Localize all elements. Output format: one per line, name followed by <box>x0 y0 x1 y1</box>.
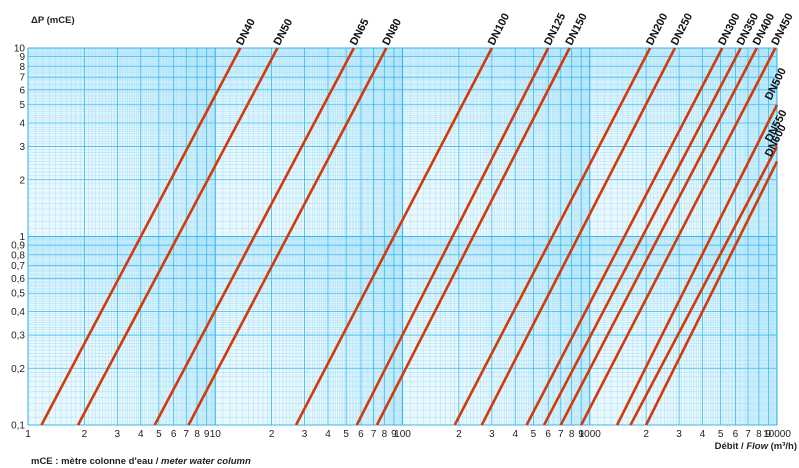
series-line-dn80 <box>187 47 388 426</box>
x-tick-label: 10000 <box>763 429 791 440</box>
series-label-dn250: DN250 <box>669 11 695 47</box>
series-label-dn40: DN40 <box>234 17 258 47</box>
y-tick-label: 5 <box>19 100 25 111</box>
y-axis-label: ΔP (mCE) <box>31 15 75 26</box>
y-tick-label: 9 <box>19 52 25 63</box>
series-line-dn350 <box>542 47 742 426</box>
series-label-dn65: DN65 <box>348 17 372 47</box>
x-tick-label: 7 <box>745 429 751 440</box>
x-tick-label: 6 <box>358 429 364 440</box>
x-tick-label: 5 <box>531 429 537 440</box>
series-line-dn150 <box>375 47 571 426</box>
series-line-dn125 <box>355 47 550 426</box>
x-tick-label: 6 <box>733 429 739 440</box>
x-tick-label: 8 <box>382 429 388 440</box>
series-line-dn600 <box>644 160 779 426</box>
x-tick-label: 2 <box>456 429 462 440</box>
x-tick-label: 9 <box>766 429 772 440</box>
y-tick-label: 4 <box>19 119 25 130</box>
series-label-dn80: DN80 <box>380 17 404 47</box>
x-tick-label: 9 <box>578 429 584 440</box>
series-line-dn450 <box>580 47 777 426</box>
x-tick-label: 4 <box>325 429 331 440</box>
x-tick-label: 3 <box>676 429 682 440</box>
y-tick-label: 0,2 <box>11 364 25 375</box>
x-tick-label: 8 <box>569 429 575 440</box>
x-tick-label: 7 <box>183 429 189 440</box>
x-tick-label: 1000 <box>579 429 602 440</box>
series-line-dn200 <box>453 47 652 426</box>
y-tick-label: 8 <box>19 62 25 73</box>
x-tick-label: 3 <box>115 429 121 440</box>
unit-footnote-prefix: mCE : mètre colonne d'eau / <box>31 456 161 467</box>
y-tick-label: 0,5 <box>11 289 25 300</box>
x-tick-label: 2 <box>269 429 275 440</box>
x-tick-label: 4 <box>700 429 706 440</box>
x-tick-label: 6 <box>545 429 551 440</box>
series-line-dn65 <box>153 47 356 426</box>
series-line-dn100 <box>294 47 493 426</box>
y-tick-label: 0,6 <box>11 274 25 285</box>
unit-footnote-italic: meter water column <box>161 456 251 467</box>
x-tick-label: 6 <box>171 429 177 440</box>
x-tick-label: 3 <box>302 429 308 440</box>
x-tick-label: 5 <box>718 429 724 440</box>
x-axis-label-unit: (m³/h) <box>768 441 797 452</box>
y-tick-label: 0,7 <box>11 261 25 272</box>
major-grid <box>27 47 778 426</box>
series-label-dn200: DN200 <box>644 11 670 47</box>
x-tick-label: 4 <box>138 429 144 440</box>
x-axis-label-prefix: Débit / <box>715 441 747 452</box>
y-tick-label: 0,4 <box>11 307 25 318</box>
y-tick-label: 7 <box>19 73 25 84</box>
x-axis-label-italic: Flow <box>746 441 768 452</box>
y-tick-label: 3 <box>19 142 25 153</box>
y-tick-label: 10 <box>14 44 26 55</box>
x-axis-label: Débit / Flow (m³/h) <box>715 441 797 452</box>
x-tick-label: 10 <box>210 429 222 440</box>
x-tick-label: 7 <box>558 429 564 440</box>
x-tick-label: 2 <box>82 429 88 440</box>
x-tick-label: 5 <box>343 429 349 440</box>
series-line-dn50 <box>76 47 279 426</box>
y-tick-label: 0,8 <box>11 250 25 261</box>
y-tick-label: 1 <box>19 232 25 243</box>
series-label-dn50: DN50 <box>272 17 296 47</box>
series-line-dn550 <box>629 145 779 426</box>
series-line-dn40 <box>40 47 242 426</box>
x-tick-label: 9 <box>391 429 397 440</box>
y-tick-label: 0,3 <box>11 331 25 342</box>
series-line-dn300 <box>525 47 724 426</box>
y-tick-label: 0,1 <box>11 421 25 432</box>
y-tick-label: 0,9 <box>11 241 25 252</box>
x-tick-label: 5 <box>156 429 162 440</box>
x-tick-label: 9 <box>204 429 210 440</box>
y-tick-label: 6 <box>19 85 25 96</box>
series-line-dn400 <box>559 47 758 426</box>
x-tick-label: 100 <box>394 429 411 440</box>
series-line-dn500 <box>615 104 779 426</box>
x-tick-label: 2 <box>643 429 649 440</box>
y-tick-label: 2 <box>19 175 25 186</box>
series-line-dn250 <box>480 47 677 426</box>
x-tick-label: 4 <box>512 429 518 440</box>
series-label-dn100: DN100 <box>486 11 512 47</box>
x-tick-label: 8 <box>756 429 762 440</box>
x-tick-label: 3 <box>489 429 495 440</box>
x-tick-label: 8 <box>194 429 200 440</box>
unit-footnote: mCE : mètre colonne d'eau / meter water … <box>31 456 251 467</box>
x-tick-label: 7 <box>371 429 377 440</box>
x-tick-label: 1 <box>25 429 31 440</box>
